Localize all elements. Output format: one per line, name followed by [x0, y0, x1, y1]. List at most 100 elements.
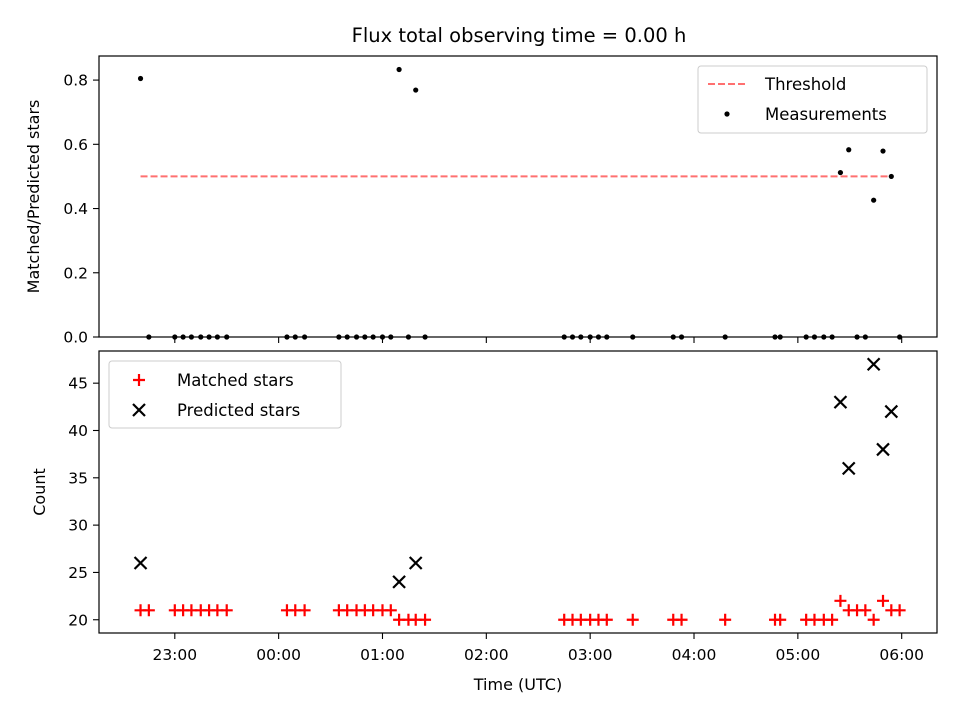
y-tick-label: 25	[68, 564, 88, 582]
y-tick-label: 0.8	[63, 72, 88, 90]
predicted-star-point	[841, 461, 856, 476]
x-tick-label: 01:00	[360, 646, 405, 664]
x-tick-label: 06:00	[879, 646, 924, 664]
predicted-star-point	[876, 442, 890, 457]
measurement-point	[224, 334, 230, 340]
y-tick-label: 30	[68, 517, 88, 535]
x-tick-label: 23:00	[152, 646, 197, 664]
measurement-point	[862, 334, 868, 340]
x-tick-label: 02:00	[464, 646, 509, 664]
matched-star-point	[142, 604, 155, 617]
matched-star-point	[893, 604, 906, 617]
measurement-point	[854, 334, 860, 340]
measurement-point	[198, 334, 204, 340]
predicted-star-point	[833, 395, 848, 409]
measurement-point	[821, 334, 827, 340]
legend-box	[108, 360, 342, 429]
measurement-point	[811, 334, 818, 340]
legend-measurement-label: Measurements	[765, 105, 887, 124]
measurement-point	[772, 334, 778, 340]
ratio-axes: 0.0 0.2 0.4 0.6 0.8 Matched/Predicted stars Th…	[24, 55, 938, 347]
measurement-point	[422, 334, 428, 340]
measurement-point	[292, 334, 298, 340]
predicted-star-point	[133, 556, 148, 570]
measurement-point	[777, 334, 783, 340]
y-tick-label: 0.0	[63, 329, 88, 347]
y-tick-label: 0.6	[63, 136, 88, 154]
measurement-point	[146, 334, 152, 340]
measurement-point	[302, 334, 308, 340]
measurement-point	[396, 66, 402, 73]
measurement-point	[578, 334, 584, 340]
y-axis-label: Count	[30, 468, 49, 516]
measurement-point	[880, 148, 886, 154]
y-tick-label: 0.2	[63, 264, 88, 282]
x-axis-label: Time (UTC)	[473, 675, 562, 694]
measurement-point	[722, 334, 728, 340]
y-tick-label: 45	[68, 375, 88, 393]
measurement-point	[206, 334, 212, 340]
measurement-point	[405, 334, 412, 340]
measurement-point	[379, 334, 386, 340]
matched-star-point	[834, 594, 847, 607]
axes-frame-0	[98, 55, 938, 338]
measurement-point	[362, 334, 368, 340]
legend-box	[697, 65, 928, 134]
y-tick-label: 40	[68, 422, 88, 440]
legend-predicted-swatch	[132, 403, 146, 417]
matched-star-point	[384, 604, 397, 617]
measurement-point	[137, 75, 144, 82]
count-axes: 20 25 30 35 40 45 23:00 00:00 01:00 02:00 03:00 04:…	[30, 350, 938, 694]
measurement-point	[803, 334, 809, 340]
measurement-point	[587, 334, 593, 340]
matched-star-point	[719, 613, 732, 626]
x-tick-label: 04:00	[672, 646, 717, 664]
measurement-point	[336, 334, 342, 340]
measurement-point	[604, 334, 610, 340]
matched-star-point	[826, 613, 839, 626]
x-tick-label: 03:00	[568, 646, 613, 664]
measurement-point	[214, 334, 220, 340]
measurement-point	[846, 147, 852, 153]
predicted-star-point	[866, 357, 881, 372]
y-axis-label: Matched/Predicted stars	[24, 100, 43, 294]
matched-star-point	[867, 613, 880, 626]
y-tick-label: 20	[68, 611, 88, 629]
legend-matched-swatch	[133, 374, 145, 386]
measurement-point	[871, 197, 877, 203]
matched-star-point	[600, 613, 613, 626]
predicted-star-point	[392, 575, 406, 589]
x-tick-label: 05:00	[776, 646, 821, 664]
matched-star-point	[877, 594, 890, 607]
measurement-point	[670, 334, 676, 340]
measurement-point	[370, 334, 376, 340]
measurement-point	[569, 334, 576, 340]
measurement-point	[172, 334, 178, 340]
matched-star-point	[774, 613, 787, 626]
predicted-star-point	[884, 404, 899, 419]
measurement-point	[284, 334, 290, 340]
matched-star-point	[298, 604, 311, 617]
measurement-point	[829, 334, 835, 340]
measurement-point	[180, 334, 186, 340]
measurement-point	[837, 169, 844, 176]
legend-predicted-label: Predicted stars	[177, 401, 300, 420]
x-tick-label: 00:00	[256, 646, 301, 664]
measurement-point	[344, 334, 350, 340]
measurement-point	[353, 334, 360, 340]
measurement-point	[888, 173, 894, 180]
measurement-point	[188, 334, 195, 340]
measurement-point	[561, 334, 567, 340]
matched-star-point	[626, 613, 639, 626]
figure-title: Flux total observing time = 0.00 h	[352, 24, 687, 47]
measurement-point	[595, 334, 602, 340]
y-tick-label: 35	[68, 469, 88, 487]
legend-measurement-swatch	[724, 111, 730, 117]
matched-star-point	[220, 604, 233, 617]
axes-frame-1	[98, 350, 938, 634]
matched-star-point	[419, 613, 432, 626]
predicted-star-point	[408, 556, 423, 570]
matched-star-point	[859, 604, 872, 617]
legend-threshold-label: Threshold	[764, 75, 846, 94]
